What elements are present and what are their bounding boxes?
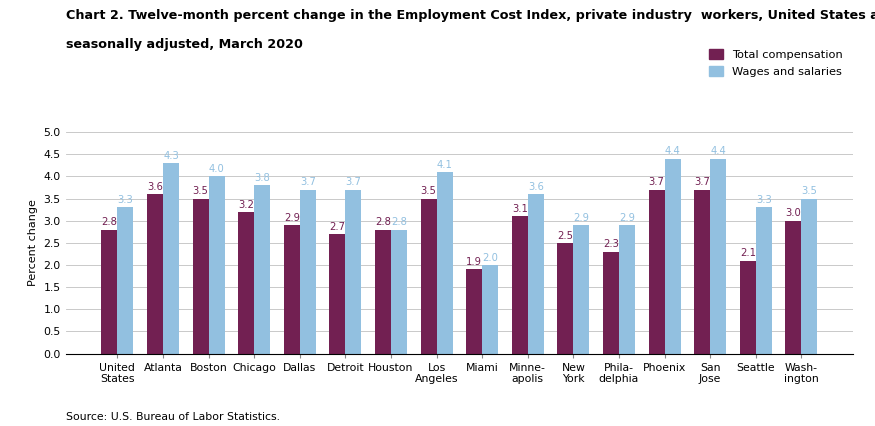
Bar (786, 221, 802, 354)
Text: Source: U.S. Bureau of Labor Statistics.: Source: U.S. Bureau of Labor Statistics. (66, 412, 280, 422)
Text: seasonally adjusted, March 2020: seasonally adjusted, March 2020 (66, 38, 303, 52)
Text: 4.4: 4.4 (665, 147, 681, 156)
Text: 2.9: 2.9 (284, 213, 300, 223)
Bar (512, 216, 528, 354)
Bar (557, 243, 573, 354)
Bar (346, 190, 361, 354)
Text: 3.7: 3.7 (300, 178, 316, 187)
Text: 2.8: 2.8 (375, 217, 391, 227)
Text: 2.8: 2.8 (102, 217, 117, 227)
Legend: Total compensation, Wages and salaries: Total compensation, Wages and salaries (704, 45, 847, 81)
Bar (528, 194, 543, 354)
Bar (437, 172, 452, 354)
Bar (665, 158, 681, 354)
Text: 4.3: 4.3 (163, 151, 178, 161)
Text: 4.4: 4.4 (710, 147, 726, 156)
Text: 3.5: 3.5 (421, 186, 437, 196)
Text: 3.1: 3.1 (512, 204, 528, 214)
Bar (192, 199, 208, 354)
Text: 2.7: 2.7 (329, 222, 346, 232)
Bar (300, 190, 316, 354)
Bar (117, 207, 133, 354)
Bar (102, 230, 117, 354)
Text: 3.3: 3.3 (756, 195, 772, 205)
Bar (147, 194, 163, 354)
Bar (391, 230, 407, 354)
Bar (466, 269, 482, 354)
Y-axis label: Percent change: Percent change (28, 199, 38, 286)
Text: 2.9: 2.9 (619, 213, 635, 223)
Bar (329, 234, 346, 354)
Text: Chart 2. Twelve-month percent change in the Employment Cost Index, private indus: Chart 2. Twelve-month percent change in … (66, 9, 875, 22)
Bar (163, 163, 179, 354)
Text: 3.7: 3.7 (694, 178, 710, 187)
Text: 3.2: 3.2 (238, 200, 254, 210)
Text: 2.9: 2.9 (573, 213, 590, 223)
Text: 3.6: 3.6 (147, 182, 163, 192)
Bar (482, 265, 498, 354)
Text: 2.0: 2.0 (482, 253, 498, 263)
Text: 3.5: 3.5 (802, 186, 817, 196)
Bar (208, 176, 225, 354)
Text: 2.1: 2.1 (739, 248, 756, 258)
Text: 2.3: 2.3 (603, 239, 619, 250)
Text: 1.9: 1.9 (466, 257, 482, 267)
Bar (739, 261, 756, 354)
Bar (254, 185, 270, 354)
Text: 3.6: 3.6 (528, 182, 543, 192)
Bar (421, 199, 437, 354)
Text: 3.5: 3.5 (192, 186, 208, 196)
Text: 3.7: 3.7 (648, 178, 664, 187)
Text: 4.0: 4.0 (208, 164, 224, 174)
Bar (375, 230, 391, 354)
Text: 3.8: 3.8 (255, 173, 270, 183)
Text: 2.8: 2.8 (391, 217, 407, 227)
Text: 3.7: 3.7 (346, 178, 361, 187)
Bar (710, 158, 726, 354)
Bar (284, 225, 300, 354)
Bar (603, 252, 619, 354)
Text: 2.5: 2.5 (557, 230, 573, 241)
Bar (694, 190, 710, 354)
Bar (648, 190, 665, 354)
Text: 4.1: 4.1 (437, 160, 452, 170)
Bar (573, 225, 590, 354)
Bar (802, 199, 817, 354)
Text: 3.3: 3.3 (117, 195, 133, 205)
Bar (756, 207, 772, 354)
Text: 3.0: 3.0 (786, 208, 802, 219)
Bar (619, 225, 635, 354)
Bar (238, 212, 254, 354)
